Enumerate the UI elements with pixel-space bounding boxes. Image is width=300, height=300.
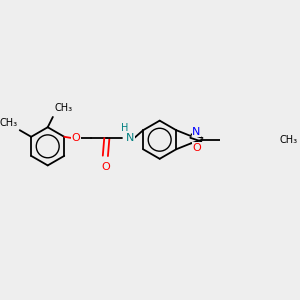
- Text: O: O: [101, 162, 110, 172]
- Text: O: O: [72, 133, 80, 143]
- Text: N: N: [126, 133, 134, 143]
- Text: H: H: [122, 123, 129, 133]
- Text: N: N: [192, 127, 201, 136]
- Text: O: O: [192, 143, 201, 153]
- Text: CH₃: CH₃: [54, 103, 72, 112]
- Text: CH₃: CH₃: [280, 135, 298, 145]
- Text: CH₃: CH₃: [0, 118, 17, 128]
